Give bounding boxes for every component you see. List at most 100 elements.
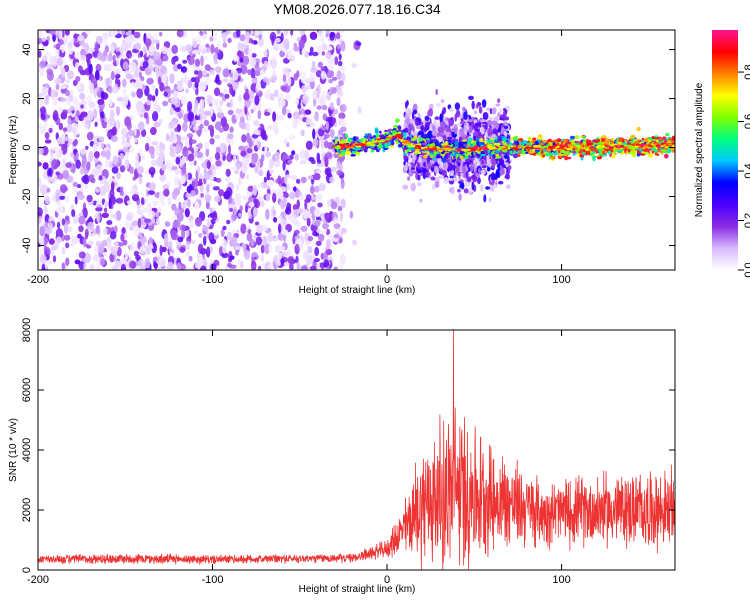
heatmap-cell (197, 70, 203, 79)
heatmap-cell (326, 94, 330, 100)
heatmap-cell (226, 231, 232, 241)
heatmap-cell (48, 238, 55, 245)
heatmap-cell (202, 226, 209, 232)
heatmap-cell (194, 58, 200, 67)
heatmap-cell (503, 107, 506, 112)
heatmap-cell (402, 184, 409, 190)
heatmap-cell (99, 111, 105, 119)
heatmap-cell (55, 193, 60, 202)
heatmap-cell (410, 130, 414, 136)
heatmap-cell (129, 147, 135, 153)
heatmap-cell (71, 209, 76, 218)
heatmap-cell (429, 123, 433, 130)
heatmap-cell (121, 135, 126, 142)
heatmap-cell (61, 44, 65, 54)
heatmap-cell (242, 195, 249, 201)
heatmap-cell (299, 181, 303, 186)
heatmap-cell (71, 163, 76, 174)
heatmap-cell (156, 217, 161, 226)
heatmap-cell (274, 37, 281, 43)
heatmap-cell (295, 96, 299, 106)
heatmap-cell (454, 128, 458, 135)
heatmap-cell (81, 155, 87, 165)
heatmap-cell (318, 182, 326, 192)
heatmap-cell (248, 202, 256, 207)
heatmap-cell (112, 54, 116, 62)
heatmap-cell (126, 50, 132, 59)
heatmap-cell (44, 221, 49, 229)
heatmap-cell (213, 53, 218, 62)
heatmap-cell (224, 93, 230, 99)
heatmap-cell (274, 245, 281, 253)
heatmap-cell (274, 127, 279, 135)
heatmap-cell (417, 182, 422, 187)
heatmap-cell (162, 100, 169, 107)
heatmap-cell (329, 176, 335, 184)
heatmap-cell (89, 264, 95, 270)
heatmap-cell (227, 144, 231, 154)
heatmap-cell (252, 207, 258, 218)
heatmap-cell (323, 259, 330, 268)
heatmap-cell (251, 77, 258, 84)
heatmap-cell (278, 223, 282, 234)
heatmap-cell (321, 91, 326, 100)
heatmap-cell (177, 236, 184, 243)
heatmap-cell (39, 60, 47, 69)
heatmap-cell (57, 136, 64, 145)
heatmap-cell (179, 246, 186, 253)
heatmap-cell (497, 132, 501, 136)
heatmap-cell (172, 220, 180, 229)
heatmap-cell (442, 107, 447, 114)
heatmap-cell (239, 57, 244, 63)
heatmap-cell (44, 139, 52, 144)
heatmap-cell (150, 126, 157, 136)
heatmap-cell (287, 159, 293, 164)
heatmap-cell (264, 145, 268, 153)
heatmap-cell (513, 136, 519, 141)
heatmap-cell (290, 175, 298, 181)
heatmap-cell (44, 121, 48, 129)
heatmap-cell (457, 180, 463, 184)
heatmap-cell (94, 87, 100, 92)
heatmap-cell (272, 111, 276, 122)
heatmap-cell (138, 121, 145, 131)
heatmap-cell (440, 99, 445, 104)
heatmap-cell (469, 187, 472, 195)
heatmap-cell (39, 70, 44, 77)
heatmap-cell (176, 84, 184, 92)
heatmap-cell (483, 194, 487, 203)
heatmap-cell (148, 166, 156, 176)
heatmap-cell (180, 95, 187, 101)
heatmap-cell (404, 101, 408, 109)
heatmap-cell (209, 36, 214, 42)
heatmap-cell (229, 126, 234, 133)
heatmap-cell (494, 122, 500, 129)
heatmap-cell (422, 119, 426, 126)
heatmap-cell (279, 98, 286, 108)
heatmap-cell (198, 33, 202, 44)
heatmap-cell (222, 78, 229, 83)
heatmap-cell (312, 137, 319, 148)
heatmap-cell (39, 254, 47, 264)
heatmap-cell (306, 217, 311, 227)
heatmap-cell (332, 76, 338, 81)
heatmap-cell (226, 219, 231, 225)
heatmap-cell (218, 127, 224, 133)
heatmap-cell (83, 237, 87, 248)
heatmap-cell (276, 30, 281, 35)
heatmap-cell (197, 243, 204, 254)
heatmap-cell (379, 130, 382, 134)
heatmap-cell (129, 242, 137, 252)
heatmap-cell (291, 150, 296, 156)
heatmap-cell (65, 89, 70, 97)
heatmap-cell (235, 108, 243, 114)
heatmap-cell (313, 173, 321, 181)
heatmap-cell (75, 126, 79, 136)
heatmap-cell (246, 148, 253, 154)
heatmap-cell (115, 260, 122, 268)
heatmap-cell (299, 160, 307, 165)
heatmap-cell (162, 55, 169, 62)
heatmap-cell (305, 194, 312, 202)
heatmap-cell (184, 208, 190, 218)
